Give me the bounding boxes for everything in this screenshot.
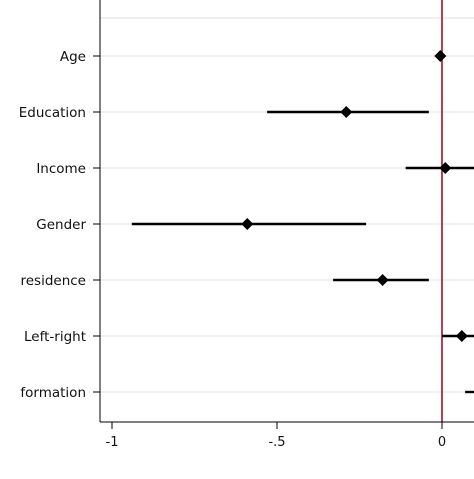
y-tick-label: Income	[36, 161, 86, 177]
y-axis-labels: Age Education Income Gender residence Left-ri…	[19, 49, 87, 401]
x-tick-label: -1	[106, 435, 119, 450]
confidence-intervals	[131, 110, 474, 394]
y-tick-label: Age	[60, 49, 86, 65]
point-estimate	[376, 274, 389, 286]
point-estimate	[439, 162, 452, 174]
x-tick-label: 0	[438, 435, 446, 450]
point-estimate	[434, 50, 447, 62]
axes	[93, 0, 474, 423]
point-estimates	[241, 50, 468, 342]
y-tick-label: formation	[20, 385, 86, 401]
point-estimate	[241, 218, 254, 230]
y-tick-label: Left-right	[24, 329, 86, 345]
x-axis-ticks: -1 -.5 0	[106, 422, 446, 450]
y-tick-label: residence	[20, 273, 86, 289]
x-tick-label: -.5	[268, 435, 285, 450]
point-estimate	[340, 106, 353, 118]
y-tick-label: Education	[19, 105, 86, 121]
point-estimate	[455, 330, 468, 342]
gridlines	[100, 17, 474, 393]
y-tick-label: Gender	[36, 217, 86, 233]
